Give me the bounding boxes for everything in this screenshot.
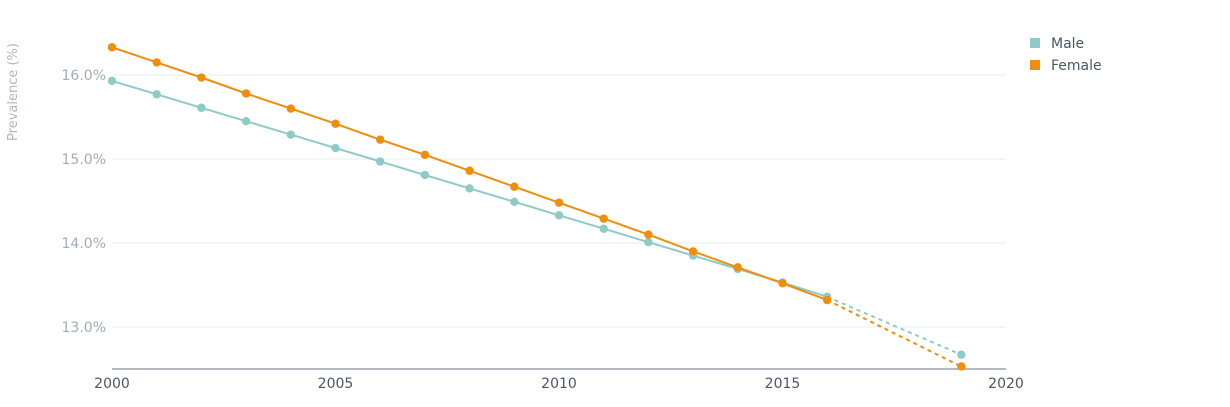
data-point-female[interactable] [107,43,117,52]
x-tick-label: 2015 [765,376,801,392]
data-point-female[interactable] [465,166,474,175]
grid [112,74,1006,328]
data-point-female[interactable] [420,150,430,159]
x-tick-label: 2020 [988,376,1024,392]
data-point-male[interactable] [107,76,117,86]
projection-point-male[interactable] [957,350,966,359]
data-point-male[interactable] [152,90,161,99]
legend-swatch-male [1030,38,1040,48]
legend: Male Female [1030,36,1102,74]
data-point-female[interactable] [778,279,787,288]
data-point-female[interactable] [644,230,653,239]
data-point-female[interactable] [688,247,698,256]
data-point-female[interactable] [823,295,832,305]
data-point-male[interactable] [286,130,295,139]
data-point-female[interactable] [599,214,608,223]
data-point-male[interactable] [599,224,608,233]
data-point-male[interactable] [510,197,519,207]
legend-label-female: Female [1051,58,1102,74]
legend-label-male: Male [1051,36,1084,52]
data-point-male[interactable] [331,143,340,153]
y-tick-label: 16.0% [62,68,106,84]
y-tick-label: 13.0% [62,320,106,336]
series-lines [111,46,962,368]
data-point-female[interactable] [286,104,295,113]
data-point-male[interactable] [644,237,653,247]
data-point-female[interactable] [241,89,251,98]
data-point-male[interactable] [420,170,430,180]
data-point-female[interactable] [331,119,340,128]
data-point-male[interactable] [465,184,474,193]
data-point-female[interactable] [152,58,161,67]
data-point-female[interactable] [733,263,742,272]
legend-swatch-female [1030,60,1040,70]
data-point-male[interactable] [241,117,251,126]
x-tick-label: 2005 [318,376,354,392]
data-point-male[interactable] [554,211,564,220]
axes: 13.0% 14.0% 15.0% 16.0% 2000 2005 2010 2015 2020… [6,43,1024,392]
data-point-female[interactable] [554,198,564,207]
projection-point-female[interactable] [957,362,966,371]
data-point-male[interactable] [376,157,385,166]
data-points [107,43,966,371]
data-point-male[interactable] [197,103,206,112]
x-tick-label: 2000 [94,376,130,392]
data-point-female[interactable] [510,182,519,191]
y-axis-title: Prevalence (%) [6,43,21,141]
y-tick-label: 15.0% [62,152,106,168]
y-tick-label: 14.0% [62,236,106,252]
x-tick-label: 2010 [541,376,577,392]
series-projection-female [826,299,962,368]
data-point-female[interactable] [376,135,385,144]
data-point-female[interactable] [197,73,206,82]
series-projection-male [826,295,962,356]
